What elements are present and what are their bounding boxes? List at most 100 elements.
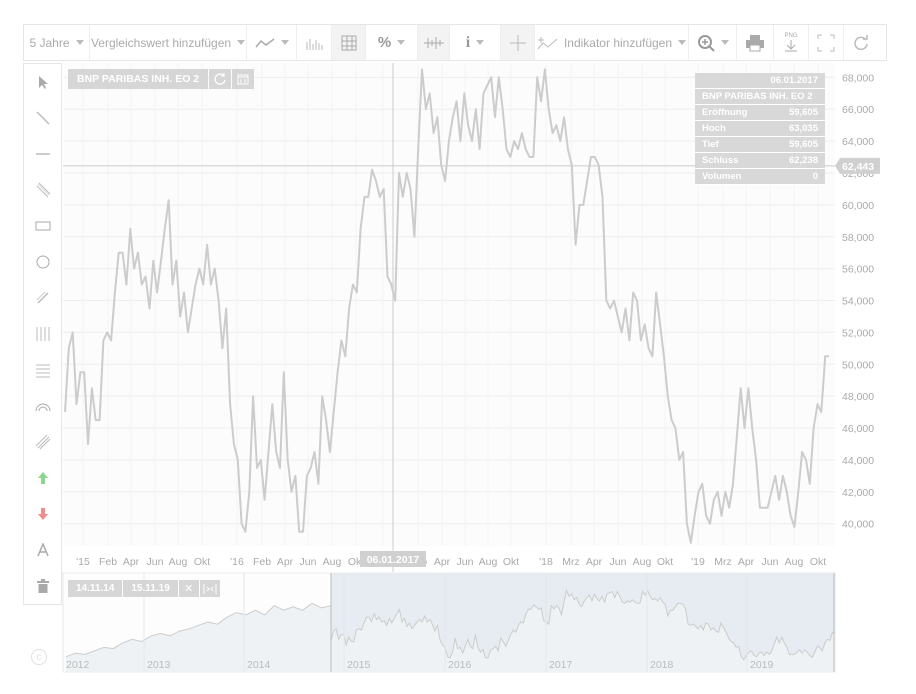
info-value: 63,035: [788, 123, 818, 134]
crosshair-icon: [509, 34, 526, 51]
zoom-icon: [697, 34, 715, 52]
volume-button[interactable]: [297, 25, 332, 60]
refresh-button[interactable]: [844, 25, 878, 60]
reset-icon: [214, 73, 226, 85]
x-tick-label: Apr: [123, 556, 140, 568]
info-icon: i: [465, 33, 471, 51]
y-tick-label: 54,000: [842, 296, 874, 308]
circle-tool[interactable]: [24, 244, 61, 280]
percent-dropdown[interactable]: %: [366, 25, 418, 60]
x-tick-label: '16: [230, 556, 244, 568]
range-to[interactable]: 15.11.19: [123, 580, 178, 597]
events-button[interactable]: [418, 25, 450, 60]
zoom-dropdown[interactable]: [689, 25, 737, 60]
info-dropdown[interactable]: i: [450, 25, 501, 60]
indicator-dropdown[interactable]: Indikator hinzufügen: [535, 25, 689, 60]
navigator-year-label: 2016: [448, 659, 472, 671]
calendar-button[interactable]: [232, 69, 255, 89]
range-expand-button[interactable]: [199, 580, 220, 597]
y-tick-label: 58,000: [842, 232, 874, 244]
info-date-row: 06.01.2017: [695, 73, 825, 89]
info-value: 59,605: [788, 107, 818, 118]
fullscreen-icon: [817, 34, 835, 51]
grid-icon: [341, 35, 356, 50]
png-export-button[interactable]: PNG: [774, 25, 809, 60]
channel-tool[interactable]: [24, 172, 61, 208]
x-tick-label: Aug: [169, 556, 188, 568]
delete-drawings-tool[interactable]: [24, 568, 61, 604]
info-value: 59,605: [788, 139, 818, 150]
x-tick-label: Okt: [657, 556, 673, 568]
arc-tool[interactable]: [24, 388, 61, 424]
vertical-lines-tool[interactable]: [24, 316, 61, 352]
chevron-down-icon: [75, 40, 84, 45]
x-tick-label: Mrz: [562, 556, 580, 568]
png-label: PNG: [784, 33, 798, 39]
navigator-area-fill: [66, 590, 835, 672]
print-button[interactable]: [737, 25, 774, 60]
arrow-down-tool[interactable]: [24, 496, 61, 532]
arrow-up-tool[interactable]: [24, 460, 61, 496]
y-tick-label: 56,000: [842, 264, 874, 276]
circle-icon: [36, 255, 49, 269]
indicator-label: Indikator hinzufügen: [563, 35, 673, 50]
pointer-icon: [38, 76, 48, 89]
info-row-open: Eröffnung 59,605: [695, 105, 825, 121]
chevron-down-icon: [476, 40, 485, 45]
crosshair-button[interactable]: [501, 25, 535, 60]
x-tick-label: Okt: [503, 556, 519, 568]
y-tick-label: 42,000: [842, 487, 874, 499]
compare-label: Vergleichswert hinzufügen: [90, 35, 232, 50]
horizontal-lines-tool[interactable]: [24, 352, 61, 388]
reset-button[interactable]: [209, 69, 232, 89]
range-from[interactable]: 14.11.14: [68, 580, 123, 597]
crosshair-date-badge: [360, 551, 426, 567]
info-row-close: Schluss 62,238: [695, 153, 825, 169]
y-tick-label: 68,000: [842, 72, 874, 84]
period-dropdown[interactable]: 5 Jahre: [24, 25, 90, 60]
info-label: Schluss: [702, 155, 739, 166]
trendline-tool[interactable]: [24, 100, 61, 136]
arrow-up-icon: [37, 472, 48, 484]
indicator-icon: [537, 36, 558, 49]
range-close-button[interactable]: ✕: [178, 580, 199, 597]
grid-toggle-button[interactable]: [332, 25, 366, 60]
chevron-down-icon: [397, 40, 406, 45]
info-label: Volumen: [702, 171, 742, 182]
chevron-down-icon: [678, 40, 687, 45]
period-label: 5 Jahre: [29, 35, 70, 50]
trendline-icon: [35, 111, 50, 125]
x-tick-label: '19: [691, 556, 705, 568]
y-tick-label: 40,000: [842, 519, 874, 531]
chart-type-button[interactable]: [247, 25, 297, 60]
arc-icon: [35, 403, 50, 412]
info-value: 62,238: [788, 155, 818, 166]
parallel-lines-tool[interactable]: [24, 424, 61, 460]
x-tick-label: Aug: [323, 556, 342, 568]
fullscreen-button[interactable]: [809, 25, 844, 60]
navigator-year-label: 2015: [347, 659, 371, 671]
x-tick-label: Apr: [434, 556, 451, 568]
x-tick-label: Okt: [348, 556, 364, 568]
x-tick-label: Apr: [738, 556, 755, 568]
rectangle-tool[interactable]: [24, 208, 61, 244]
refresh-icon: [854, 34, 868, 50]
pen-tool[interactable]: [24, 280, 61, 316]
pointer-tool[interactable]: [24, 64, 61, 100]
expand-range-icon: [203, 583, 217, 594]
navigator-year-label: 2012: [66, 659, 90, 671]
navigator-year-label: 2017: [549, 659, 573, 671]
compare-dropdown[interactable]: Vergleichswert hinzufügen: [90, 25, 247, 60]
text-tool[interactable]: [24, 532, 61, 568]
volume-bars-icon: [306, 38, 323, 50]
navigator-year-label: 2018: [650, 659, 674, 671]
info-row-low: Tief 59,605: [695, 137, 825, 153]
channel-icon: [36, 182, 50, 198]
y-tick-label: 64,000: [842, 136, 874, 148]
x-tick-label: Jun: [147, 556, 164, 568]
x-tick-label: Apr: [277, 556, 294, 568]
y-tick-label: 48,000: [842, 391, 874, 403]
navigator-series-line: [65, 588, 835, 661]
x-tick-label: Okt: [194, 556, 210, 568]
horizontal-line-tool[interactable]: [24, 136, 61, 172]
